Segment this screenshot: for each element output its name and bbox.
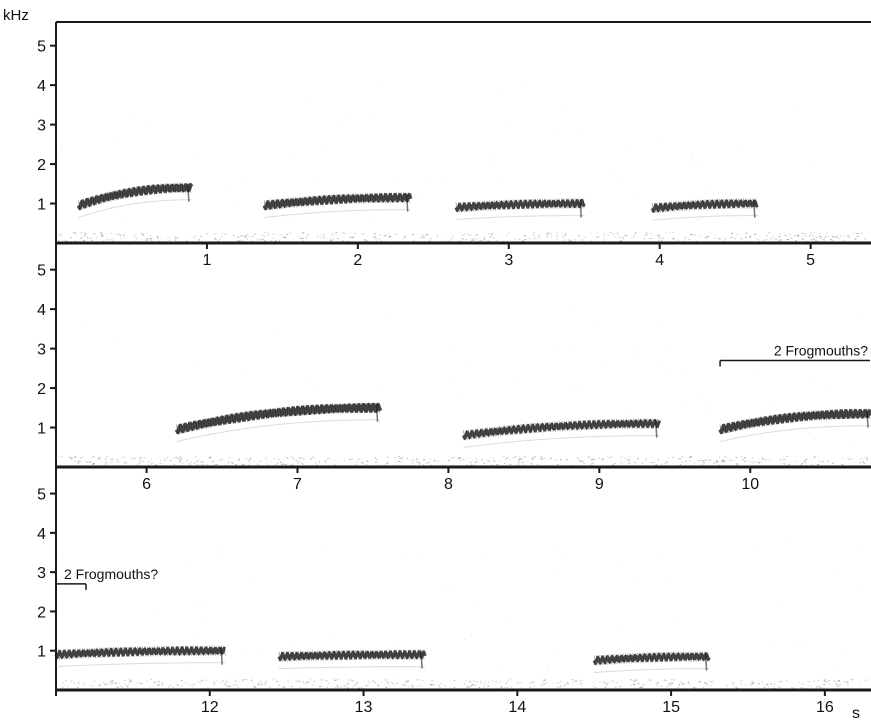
y-tick-label: 2 [37,157,46,174]
annotation-bracket: 2 Frogmouths? [719,342,870,367]
x-tick-label: 14 [508,699,526,716]
y-tick-label: 2 [37,381,46,398]
call-note [277,649,427,670]
x-tick-label: 8 [444,476,453,493]
call-note [174,402,383,442]
y-unit-label: kHz [3,7,29,24]
call-note [54,645,226,668]
y-tick-label: 3 [37,118,46,135]
panel-2: 1 2 3 4 5 6 7 8 9 10 2 Frogmouths? [37,263,871,493]
y-tick-label: 1 [37,644,46,661]
background-noise [56,306,868,466]
y-tick-label: 5 [37,487,46,504]
call-note [262,192,413,218]
annotation-label: 2 Frogmouths? [774,342,868,358]
background-noise [57,84,866,242]
x-tick-label: 3 [504,252,513,269]
x-unit-label: s [852,705,860,722]
y-tick-label: 1 [37,197,46,214]
x-tick-label: 13 [355,699,373,716]
x-tick-label: 2 [353,252,362,269]
y-tick-label: 5 [37,39,46,56]
y-tick-label: 3 [37,565,46,582]
call-note [718,408,871,442]
annotation-label: 2 Frogmouths? [64,566,158,582]
x-tick-label: 6 [142,476,151,493]
annotation-bracket: 2 Frogmouths? [55,566,158,590]
call-note [454,198,586,220]
call-note [650,198,759,221]
x-tick-label: 12 [201,699,219,716]
x-tick-label: 10 [741,476,759,493]
call-note [462,418,662,448]
x-tick-label: 7 [293,476,302,493]
x-tick-label: 9 [595,476,604,493]
call-note [76,182,194,218]
y-tick-label: 4 [37,302,46,319]
background-noise [60,536,868,689]
panel-1: 1 2 3 4 5 1 2 3 4 5 [37,39,871,269]
x-tick-label: 5 [806,252,815,269]
y-tick-label: 4 [37,78,46,95]
y-tick-label: 4 [37,526,46,543]
y-tick-label: 3 [37,342,46,359]
call-note [592,651,711,673]
x-tick-label: 1 [202,252,211,269]
x-tick-label: 15 [662,699,680,716]
x-tick-label: 4 [655,252,664,269]
x-tick-label: 16 [816,699,834,716]
y-tick-label: 1 [37,421,46,438]
y-tick-label: 2 [37,604,46,621]
y-tick-label: 5 [37,263,46,280]
